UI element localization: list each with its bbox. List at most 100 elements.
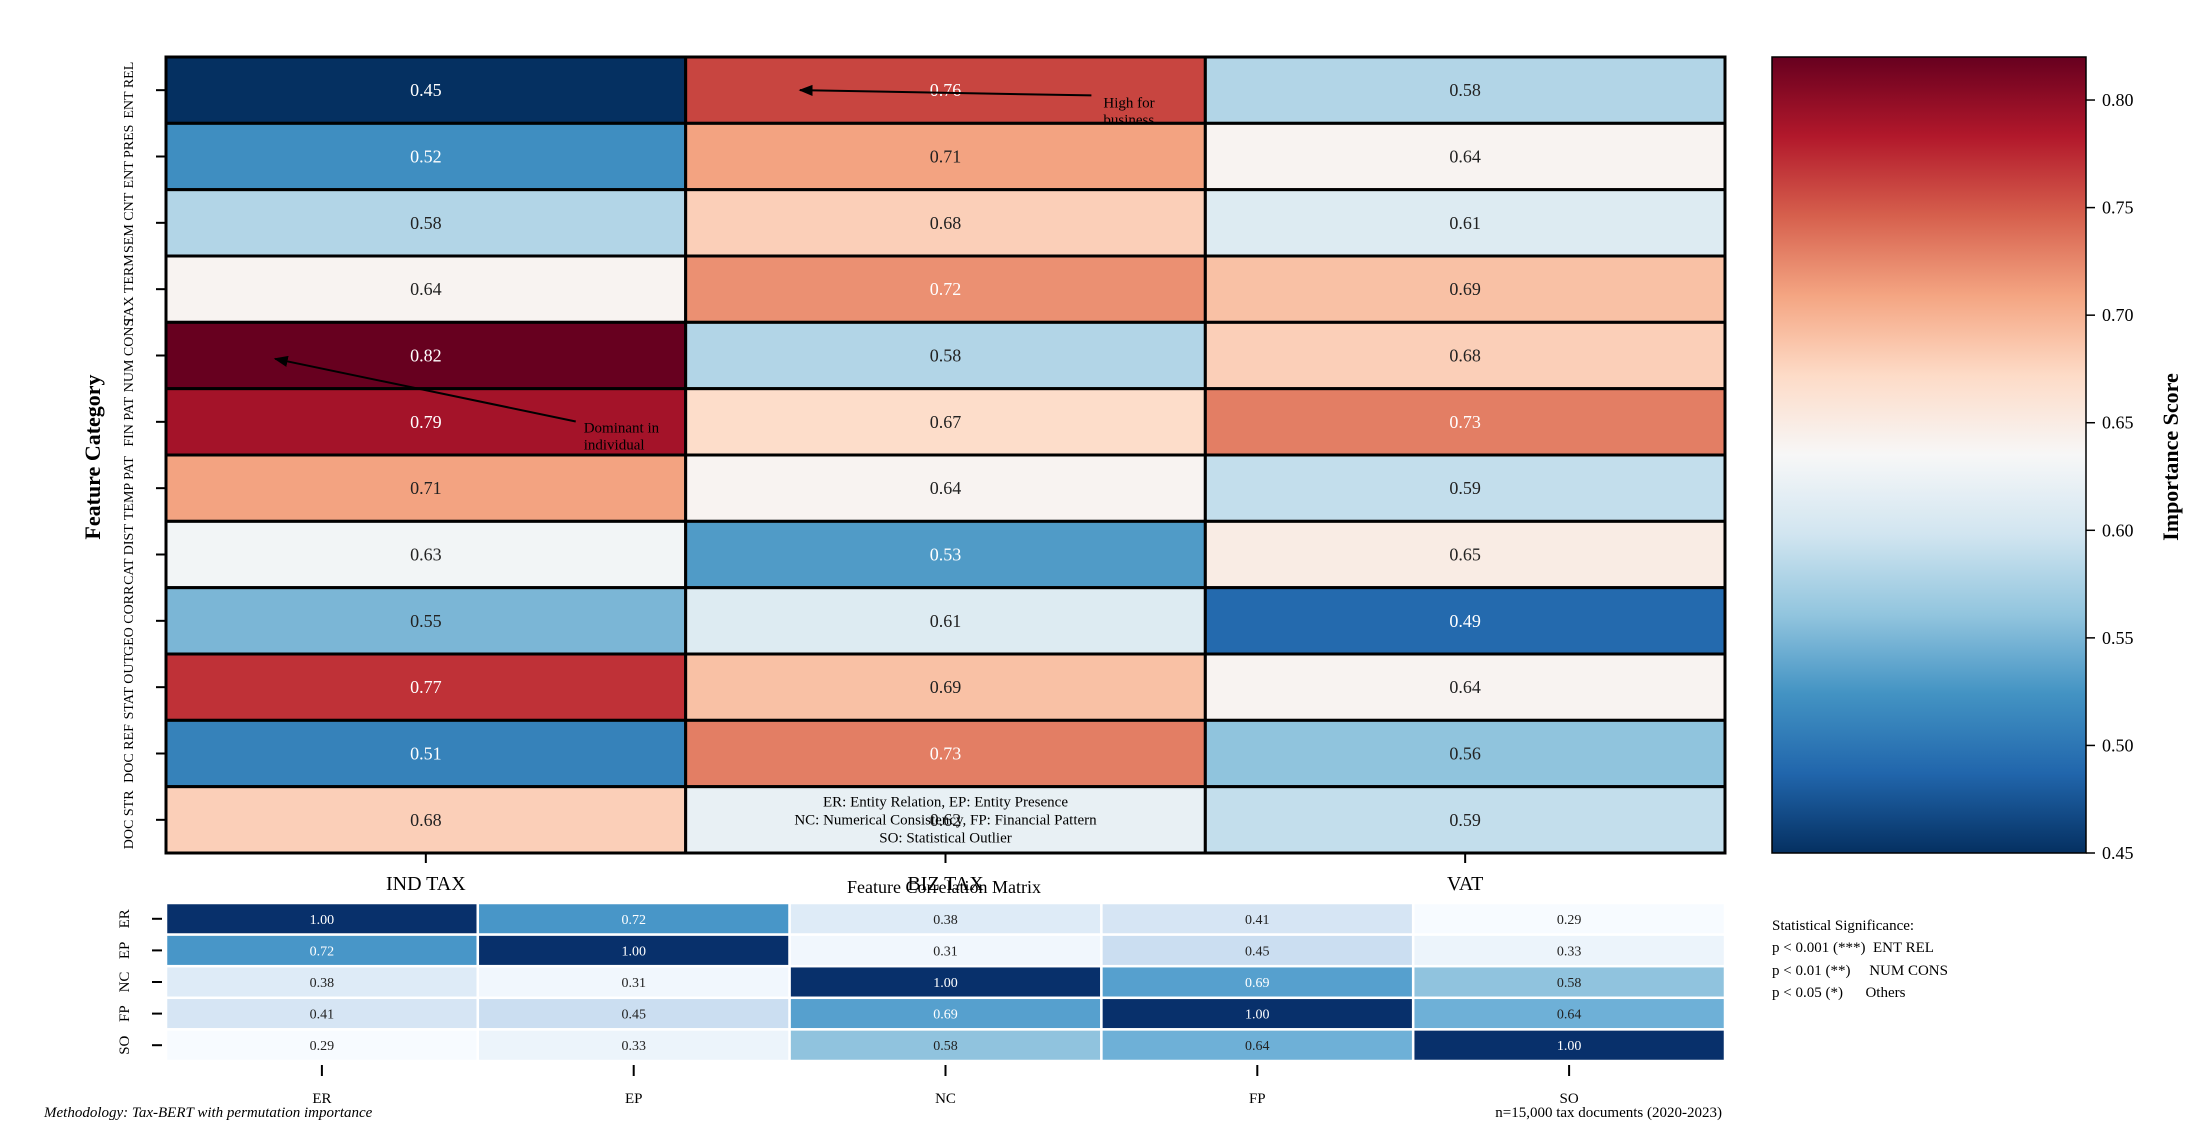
correlation-x-tick-label: SO	[1560, 1091, 1579, 1107]
annotation-arrow	[798, 84, 1092, 97]
correlation-cell	[476, 933, 791, 968]
correlation-value-label: 1.00	[1245, 1008, 1270, 1023]
cell-value-label: 0.59	[1449, 478, 1481, 498]
annotation-text: business	[1103, 112, 1154, 128]
legend-line: ER: Entity Relation, EP: Entity Presence	[823, 795, 1068, 811]
correlation-cell	[1100, 996, 1415, 1031]
significance-title: Statistical Significance:	[1772, 918, 1914, 934]
correlation-y-tick-label: EP	[117, 942, 133, 960]
cell-value-label: 0.61	[930, 611, 962, 631]
correlation-cell	[788, 996, 1103, 1031]
x-tick-label: VAT	[1447, 873, 1483, 895]
y-tick-label: NUM CONS	[122, 319, 137, 393]
colorbar-tick-label: 0.45	[2102, 843, 2134, 863]
correlation-value-label: 0.29	[310, 1039, 335, 1054]
cell-value-label: 0.68	[1449, 346, 1481, 366]
cell-value-label: 0.64	[930, 478, 962, 498]
cell-value-label: 0.61	[1449, 213, 1481, 233]
correlation-value-label: 1.00	[933, 976, 958, 991]
correlation-value-label: 0.33	[621, 1039, 646, 1054]
correlation-value-label: 0.38	[310, 976, 335, 991]
colorbar: 0.45 0.50 0.55 0.60 0.65 0.70 0.75 0.80	[1771, 56, 2134, 863]
correlation-cell	[164, 933, 480, 968]
y-tick-label: FIN PAT	[122, 397, 137, 447]
importance-heatmap: 0.45 0.76 0.58 0.52 0.71 0.64 0.58 0.68 0.61 0.64…	[164, 55, 1727, 855]
cell-value-label: 0.73	[930, 744, 962, 764]
cell-value-label: 0.58	[930, 346, 962, 366]
y-tick-label: TAX TERM	[122, 254, 137, 324]
correlation-title: Feature Correlation Matrix	[847, 877, 1041, 897]
heatmap-cell	[1203, 785, 1727, 855]
correlation-value-label: 0.38	[933, 913, 958, 928]
heatmap-cell	[1203, 387, 1727, 457]
cell-value-label: 0.58	[1449, 80, 1481, 100]
cell-value-label: 0.65	[1449, 545, 1481, 565]
legend-line: SO: Statistical Outlier	[879, 831, 1012, 847]
heatmap-cell	[684, 188, 1207, 258]
correlation-cell	[164, 964, 480, 1000]
correlation-x-tick-label: EP	[625, 1091, 643, 1107]
abbreviation-legend: ER: Entity Relation, EP: Entity Presence…	[794, 795, 1097, 847]
correlation-heatmap: 1.00 0.72 0.38 0.41 0.29 0.72 1.00 0.31 0.45 0.33…	[164, 901, 1727, 1063]
heatmap-cell	[684, 320, 1207, 391]
annotation-text: Dominant in	[584, 420, 660, 436]
correlation-cell	[476, 964, 791, 1000]
cell-value-label: 0.79	[410, 412, 442, 432]
correlation-cell	[1100, 933, 1415, 968]
correlation-value-label: 0.33	[1557, 944, 1582, 959]
correlation-value-label: 0.31	[621, 976, 646, 991]
heatmap-cell	[684, 55, 1207, 125]
cell-value-label: 0.69	[930, 677, 962, 697]
cell-value-label: 0.51	[410, 744, 442, 764]
cell-value-label: 0.55	[410, 611, 442, 631]
correlation-value-label: 0.58	[1557, 976, 1582, 991]
heatmap-cell	[684, 453, 1207, 523]
cell-value-label: 0.76	[930, 80, 962, 100]
cell-value-label: 0.59	[1449, 810, 1481, 830]
correlation-value-label: 1.00	[621, 944, 646, 959]
y-tick-label: STAT OUT	[122, 655, 137, 720]
cell-value-label: 0.72	[930, 279, 962, 299]
cell-value-label: 0.63	[410, 545, 442, 565]
correlation-value-label: 0.64	[1557, 1008, 1582, 1023]
x-tick-label: IND TAX	[386, 873, 466, 895]
cell-value-label: 0.58	[410, 213, 442, 233]
heatmap-cell	[1203, 121, 1727, 192]
correlation-value-label: 1.00	[1557, 1039, 1582, 1054]
colorbar-tick-label: 0.50	[2102, 735, 2134, 755]
correlation-cell	[476, 1028, 791, 1063]
correlation-x-tick-label: NC	[935, 1091, 956, 1107]
footer-methodology: Methodology: Tax-BERT with permutation i…	[43, 1105, 373, 1121]
correlation-y-tick-label: ER	[117, 909, 133, 928]
heatmap-cell	[1203, 254, 1727, 324]
correlation-value-label: 0.72	[310, 944, 335, 959]
annotation-text: High for	[1103, 95, 1154, 111]
heatmap-cell	[164, 519, 688, 590]
correlation-value-label: 1.00	[310, 913, 335, 928]
heatmap-cell	[164, 453, 688, 523]
legend-line: NC: Numerical Consistency, FP: Financial…	[794, 813, 1097, 829]
cell-value-label: 0.64	[1449, 147, 1481, 167]
y-tick-label: DOC STR	[122, 790, 137, 849]
footer-sample-size: n=15,000 tax documents (2020-2023)	[1495, 1105, 1722, 1121]
correlation-value-label: 0.45	[1245, 944, 1270, 959]
colorbar-tick-label: 0.80	[2102, 90, 2134, 110]
heatmap-cell	[684, 652, 1207, 722]
cell-value-label: 0.71	[930, 147, 962, 167]
cell-value-label: 0.73	[1449, 412, 1481, 432]
correlation-x-tick-label: ER	[312, 1091, 331, 1107]
cell-value-label: 0.64	[1449, 677, 1481, 697]
cell-value-label: 0.45	[410, 80, 442, 100]
correlation-cell	[788, 901, 1103, 936]
cell-value-label: 0.62	[930, 810, 962, 830]
correlation-value-label: 0.69	[933, 1008, 958, 1023]
y-axis-label: Feature Category	[80, 374, 105, 539]
correlation-y-tick-label: SO	[117, 1035, 133, 1054]
heatmap-cell	[684, 519, 1207, 590]
correlation-value-label: 0.29	[1557, 913, 1582, 928]
cell-value-label: 0.77	[410, 677, 442, 697]
significance-note: Statistical Significance: p < 0.001 (***…	[1772, 918, 1948, 1001]
heatmap-cell	[164, 652, 688, 722]
cell-value-label: 0.64	[410, 279, 442, 299]
